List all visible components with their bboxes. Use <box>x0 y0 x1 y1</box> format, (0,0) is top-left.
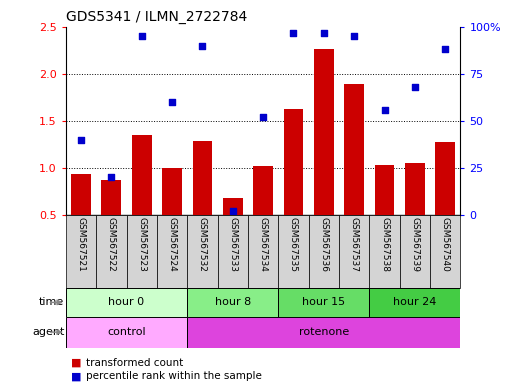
Point <box>410 84 418 90</box>
Bar <box>247 215 278 288</box>
Bar <box>66 317 187 348</box>
Text: hour 24: hour 24 <box>392 297 436 308</box>
Point <box>349 33 358 40</box>
Text: control: control <box>107 327 145 337</box>
Bar <box>435 142 454 215</box>
Text: ■: ■ <box>71 358 81 368</box>
Text: GSM567521: GSM567521 <box>76 217 85 272</box>
Bar <box>102 180 121 215</box>
Bar <box>66 288 187 317</box>
Bar <box>253 166 273 215</box>
Bar <box>429 215 460 288</box>
Text: agent: agent <box>32 327 64 337</box>
Point <box>440 46 448 53</box>
Text: GSM567534: GSM567534 <box>258 217 267 272</box>
Text: hour 15: hour 15 <box>301 297 345 308</box>
Bar <box>399 215 429 288</box>
Point <box>137 33 145 40</box>
Text: hour 8: hour 8 <box>214 297 250 308</box>
Bar <box>223 198 242 215</box>
Text: GSM567537: GSM567537 <box>349 217 358 272</box>
Bar <box>192 141 212 215</box>
Bar <box>278 215 308 288</box>
Text: GSM567535: GSM567535 <box>288 217 297 272</box>
Text: GSM567538: GSM567538 <box>379 217 388 272</box>
Text: rotenone: rotenone <box>298 327 348 337</box>
Bar <box>217 215 247 288</box>
Bar <box>313 48 333 215</box>
Bar <box>126 215 157 288</box>
Point <box>380 107 388 113</box>
Text: GSM567523: GSM567523 <box>137 217 146 272</box>
Text: GSM567532: GSM567532 <box>197 217 207 272</box>
Text: time: time <box>39 297 64 308</box>
Bar <box>187 317 460 348</box>
Bar <box>187 288 278 317</box>
Bar <box>157 215 187 288</box>
Text: GSM567539: GSM567539 <box>410 217 419 272</box>
Bar <box>374 165 394 215</box>
Text: GSM567533: GSM567533 <box>228 217 237 272</box>
Text: hour 0: hour 0 <box>108 297 144 308</box>
Text: transformed count: transformed count <box>86 358 183 368</box>
Bar <box>405 163 424 215</box>
Bar <box>66 215 96 288</box>
Bar <box>162 168 182 215</box>
Bar <box>96 215 126 288</box>
Text: GSM567524: GSM567524 <box>167 217 176 272</box>
Text: GDS5341 / ILMN_2722784: GDS5341 / ILMN_2722784 <box>66 10 246 25</box>
Bar <box>369 215 399 288</box>
Bar <box>283 109 303 215</box>
Point <box>107 174 115 180</box>
Text: GSM567540: GSM567540 <box>440 217 449 272</box>
Point <box>319 30 327 36</box>
Bar <box>343 84 364 215</box>
Bar <box>71 174 91 215</box>
Point <box>289 30 297 36</box>
Point <box>228 208 236 214</box>
Text: ■: ■ <box>71 371 81 381</box>
Bar <box>338 215 369 288</box>
Text: GSM567522: GSM567522 <box>107 217 116 272</box>
Point <box>198 43 206 49</box>
Point <box>259 114 267 120</box>
Point <box>168 99 176 105</box>
Bar <box>278 288 369 317</box>
Bar <box>369 288 460 317</box>
Point <box>77 137 85 143</box>
Bar <box>132 135 152 215</box>
Text: GSM567536: GSM567536 <box>319 217 328 272</box>
Bar <box>308 215 338 288</box>
Text: percentile rank within the sample: percentile rank within the sample <box>86 371 262 381</box>
Bar <box>187 215 217 288</box>
